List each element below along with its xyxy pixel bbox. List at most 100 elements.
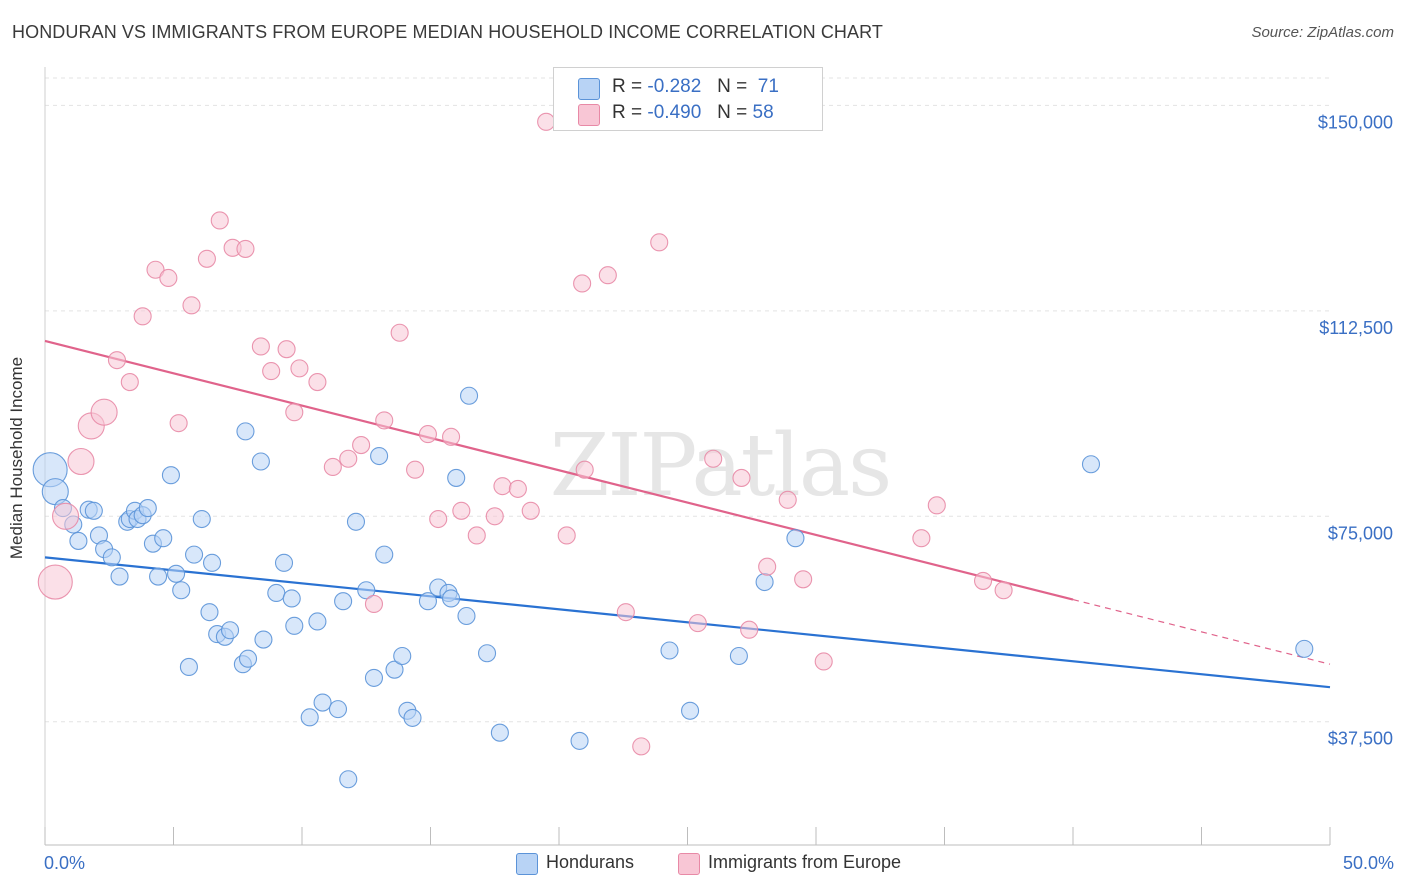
honduran-point: [328, 700, 348, 719]
europe-point: [778, 490, 797, 509]
honduran-point: [285, 616, 304, 635]
honduran-point: [447, 468, 466, 487]
europe-point: [758, 557, 777, 576]
europe-point: [133, 307, 152, 326]
europe-point: [120, 373, 139, 392]
honduran-point: [457, 606, 476, 626]
r-label: R =: [612, 76, 643, 97]
honduran-point: [570, 731, 589, 750]
europe-point: [390, 323, 409, 342]
europe-point: [52, 502, 80, 530]
honduran-point: [334, 592, 353, 611]
europe-point: [485, 507, 504, 526]
honduran-point: [238, 649, 258, 668]
honduran-point: [755, 572, 774, 592]
n-value: 71: [757, 76, 779, 97]
europe-point: [994, 581, 1013, 600]
honduran-point: [418, 592, 437, 611]
trend-lines: [44, 339, 1331, 689]
honduran-point: [110, 567, 129, 586]
europe-point: [508, 479, 527, 498]
x-tick-label: 50.0%: [1343, 853, 1394, 873]
honduran-point: [308, 612, 327, 631]
europe-point: [598, 266, 617, 285]
honduran-point: [274, 553, 294, 572]
y-tick-label: $37,500: [1328, 729, 1393, 749]
europe-point: [732, 468, 751, 487]
europe-point: [418, 425, 437, 444]
europe-point: [236, 239, 255, 258]
honduran-point: [339, 770, 358, 789]
honduran-point: [729, 646, 748, 666]
europe-point: [352, 436, 371, 455]
europe-trend-extension: [1072, 598, 1331, 665]
europe-point: [67, 447, 95, 476]
europe-point: [740, 620, 759, 639]
europe-point: [107, 351, 127, 370]
europe-point: [452, 501, 471, 520]
europe-point: [794, 570, 813, 589]
gridlines: [45, 77, 1330, 723]
europe-point: [688, 614, 707, 633]
europe-point: [37, 564, 73, 600]
europe-point: [146, 260, 165, 279]
honduran-point: [393, 646, 412, 666]
legend-label: Immigrants from Europe: [708, 852, 902, 872]
y-tick-label: $112,500: [1319, 318, 1393, 338]
y-tick-label: $75,000: [1328, 523, 1393, 543]
honduran-point: [1081, 455, 1101, 474]
honduran-point: [179, 657, 198, 676]
europe-point: [814, 652, 833, 671]
europe-trend-line: [44, 339, 1074, 601]
honduran-point: [681, 701, 700, 720]
europe-point: [159, 268, 178, 288]
europe-point: [290, 359, 309, 378]
honduran-point: [300, 708, 319, 727]
honduran-point: [220, 621, 240, 640]
r-value: -0.282: [647, 76, 702, 97]
europe-point: [912, 529, 931, 548]
honduran-point: [267, 583, 286, 603]
honduran-point: [459, 386, 479, 405]
europe-point: [339, 449, 358, 468]
europe-point: [493, 477, 512, 496]
europe-point: [277, 340, 296, 359]
europe-point: [442, 427, 461, 446]
hondurans-swatch: [578, 78, 600, 100]
europe-point: [375, 411, 394, 430]
honduran-point: [69, 531, 88, 550]
europe-point: [251, 337, 270, 356]
europe-point: [521, 501, 540, 520]
hondurans-legend-swatch: [516, 853, 538, 875]
honduran-point: [370, 446, 389, 466]
europe-point: [650, 233, 669, 252]
x-tick-label: 0.0%: [44, 853, 85, 873]
tick-labels: $37,500 $75,000 $112,500 $150,000 0.0% 50.0%: [44, 112, 1394, 873]
honduran-point: [660, 641, 679, 660]
honduran-point: [254, 630, 273, 649]
honduran-point: [102, 548, 121, 567]
chart-title: HONDURAN VS IMMIGRANTS FROM EUROPE MEDIA…: [12, 22, 884, 42]
watermark: ZIPatlas: [550, 416, 890, 516]
europe-point: [262, 362, 281, 381]
europe-point: [429, 509, 448, 529]
europe-point: [557, 526, 576, 545]
europe-point: [632, 737, 651, 756]
europe-point: [575, 460, 594, 479]
honduran-point: [192, 509, 211, 529]
europe-legend-swatch: [678, 853, 700, 875]
honduran-point: [346, 512, 366, 531]
honduran-point: [172, 581, 191, 600]
europe-point: [467, 526, 486, 545]
honduran-point: [375, 545, 394, 564]
honduran-point: [251, 452, 270, 471]
europe-point: [169, 414, 188, 433]
stats-legend: R = -0.282 N = 71 R = -0.490 N = 58: [553, 67, 823, 131]
europe-point: [308, 373, 327, 392]
honduran-point: [477, 644, 497, 663]
honduran-point: [385, 660, 404, 679]
europe-point: [364, 594, 384, 613]
honduran-point: [357, 581, 376, 600]
honduran-point: [1295, 639, 1314, 658]
